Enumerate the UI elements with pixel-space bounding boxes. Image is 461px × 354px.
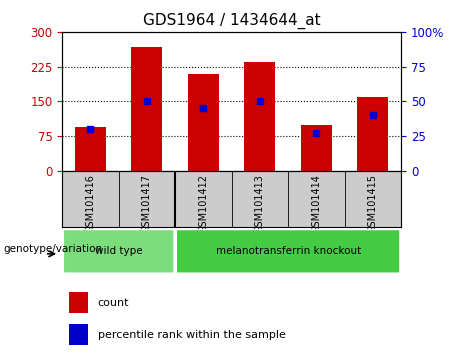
Text: GSM101415: GSM101415: [368, 174, 378, 233]
Text: GSM101416: GSM101416: [85, 174, 95, 233]
Title: GDS1964 / 1434644_at: GDS1964 / 1434644_at: [143, 13, 320, 29]
Bar: [75, 127, 106, 171]
Bar: [301, 125, 332, 171]
Text: GSM101417: GSM101417: [142, 174, 152, 233]
Text: GSM101412: GSM101412: [198, 174, 208, 233]
Text: percentile rank within the sample: percentile rank within the sample: [98, 330, 286, 340]
FancyBboxPatch shape: [63, 229, 174, 273]
Text: GSM101414: GSM101414: [311, 174, 321, 233]
FancyBboxPatch shape: [176, 229, 400, 273]
Point: [256, 98, 264, 104]
Text: wild type: wild type: [95, 246, 142, 256]
Point: [87, 126, 94, 132]
Point: [313, 131, 320, 136]
Bar: [188, 74, 219, 171]
Point: [143, 98, 151, 104]
Text: melanotransferrin knockout: melanotransferrin knockout: [215, 246, 361, 256]
Point: [200, 105, 207, 111]
Text: count: count: [98, 298, 129, 308]
Text: GSM101413: GSM101413: [255, 174, 265, 233]
Text: genotype/variation: genotype/variation: [3, 244, 102, 254]
Bar: [131, 47, 162, 171]
Bar: [357, 97, 388, 171]
Bar: [69, 324, 88, 345]
Bar: [69, 292, 88, 313]
Bar: [244, 62, 275, 171]
Point: [369, 113, 377, 118]
